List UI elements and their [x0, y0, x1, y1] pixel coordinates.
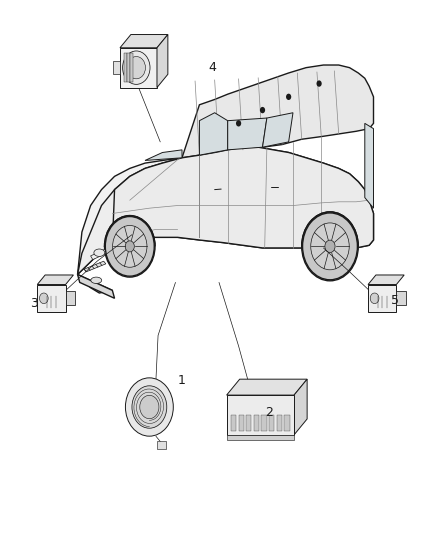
- Polygon shape: [157, 441, 166, 449]
- Polygon shape: [226, 379, 307, 395]
- Polygon shape: [113, 147, 374, 248]
- Polygon shape: [368, 275, 404, 285]
- Polygon shape: [84, 261, 106, 272]
- Circle shape: [303, 213, 357, 280]
- Text: 4: 4: [208, 61, 216, 74]
- Polygon shape: [262, 113, 293, 147]
- Polygon shape: [127, 53, 130, 82]
- Polygon shape: [91, 248, 110, 260]
- Polygon shape: [131, 53, 133, 82]
- Circle shape: [370, 293, 379, 304]
- Circle shape: [39, 293, 48, 304]
- Polygon shape: [396, 292, 406, 305]
- Polygon shape: [239, 415, 244, 431]
- Polygon shape: [246, 415, 251, 431]
- Polygon shape: [78, 147, 374, 274]
- Polygon shape: [226, 395, 294, 435]
- Circle shape: [286, 94, 291, 100]
- Polygon shape: [231, 415, 236, 431]
- Polygon shape: [145, 150, 182, 160]
- Circle shape: [317, 80, 322, 87]
- Circle shape: [140, 395, 159, 419]
- Circle shape: [236, 120, 241, 126]
- Circle shape: [113, 225, 147, 267]
- Ellipse shape: [94, 249, 105, 256]
- Polygon shape: [78, 158, 182, 274]
- Polygon shape: [66, 292, 75, 305]
- Polygon shape: [182, 65, 374, 158]
- Polygon shape: [78, 274, 113, 293]
- Circle shape: [302, 212, 358, 281]
- Polygon shape: [226, 435, 294, 440]
- Polygon shape: [269, 415, 274, 431]
- Polygon shape: [37, 275, 74, 285]
- Polygon shape: [365, 123, 374, 208]
- Circle shape: [125, 378, 173, 436]
- Polygon shape: [124, 53, 127, 82]
- Polygon shape: [284, 415, 290, 431]
- Circle shape: [325, 240, 335, 253]
- Polygon shape: [294, 379, 307, 435]
- Polygon shape: [368, 285, 396, 312]
- Polygon shape: [120, 48, 157, 87]
- Polygon shape: [199, 113, 228, 155]
- Circle shape: [260, 107, 265, 114]
- Polygon shape: [157, 35, 168, 87]
- Text: 5: 5: [391, 294, 399, 308]
- Ellipse shape: [91, 277, 102, 284]
- Circle shape: [105, 216, 155, 277]
- Circle shape: [105, 216, 154, 276]
- Polygon shape: [228, 118, 267, 150]
- Polygon shape: [277, 415, 282, 431]
- Polygon shape: [120, 35, 168, 48]
- Circle shape: [132, 386, 167, 428]
- Text: 2: 2: [265, 406, 273, 419]
- Polygon shape: [78, 274, 115, 298]
- Circle shape: [123, 51, 150, 84]
- Circle shape: [127, 56, 145, 79]
- Polygon shape: [254, 415, 259, 431]
- Polygon shape: [113, 61, 120, 74]
- Text: 1: 1: [178, 374, 186, 387]
- Circle shape: [311, 223, 349, 270]
- Polygon shape: [37, 285, 66, 312]
- Text: 3: 3: [30, 297, 38, 310]
- Polygon shape: [261, 415, 267, 431]
- Circle shape: [125, 241, 134, 252]
